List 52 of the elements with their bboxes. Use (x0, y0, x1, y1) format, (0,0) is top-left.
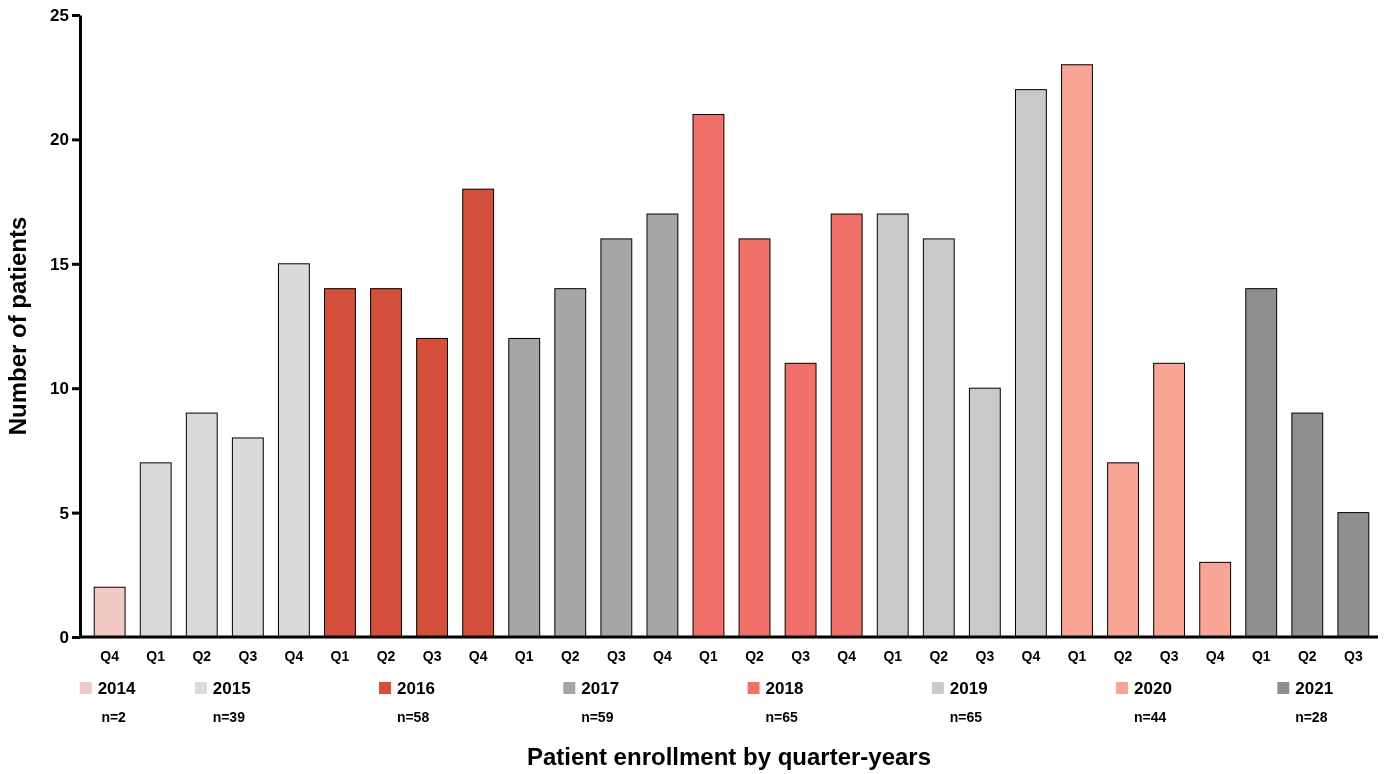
y-tick-label: 5 (59, 503, 69, 523)
legend-label: 2017 (581, 679, 620, 698)
text: n=59 (581, 709, 614, 725)
x-tick-label: Q1 (883, 647, 903, 664)
x-tick-label: Q2 (376, 647, 396, 664)
x-tick-label: Q1 (1251, 647, 1271, 664)
text: n=65 (949, 709, 983, 725)
legend-label: 2018 (765, 679, 804, 698)
x-tick-label: Q1 (514, 647, 534, 664)
y-tick-label: 10 (50, 379, 69, 399)
x-tick-label: Q2 (192, 647, 212, 664)
y-tick-label: 15 (50, 254, 69, 274)
x-tick-label: Q3 (975, 647, 995, 664)
x-tick-label: Q1 (146, 647, 166, 664)
y-tick-label: 20 (50, 130, 69, 150)
legend-label: 2016 (397, 679, 435, 698)
x-tick-label: Q2 (929, 647, 949, 664)
x-tick-label: Q4 (653, 647, 672, 664)
legend-label: 2014 (97, 679, 137, 698)
x-tick-label: Q4 (284, 647, 304, 664)
text: n=65 (765, 709, 798, 725)
x-tick-label: Q4 (837, 647, 857, 664)
x-tick-label: Q3 (238, 647, 258, 664)
x-tick-label: Q3 (422, 647, 442, 664)
text: n=58 (396, 709, 430, 725)
legend-label: 2015 (212, 679, 251, 698)
x-tick-label: Q2 (745, 647, 765, 664)
legend-label: 2019 (949, 679, 988, 698)
text: n=2 (101, 709, 127, 725)
x-tick-label: Q4 (1021, 647, 1041, 664)
y-axis-title: Number of patients (4, 216, 31, 436)
x-tick-label: Q3 (607, 647, 626, 664)
x-tick-label: Q1 (1067, 647, 1087, 664)
legend-label: 2021 (1295, 679, 1334, 698)
text: n=28 (1295, 709, 1328, 725)
x-tick-label: Q3 (1159, 647, 1179, 664)
x-tick-label: Q3 (1344, 647, 1363, 664)
x-tick-label: Q3 (791, 647, 811, 664)
x-tick-label: Q1 (330, 647, 350, 664)
x-tick-label: Q4 (1205, 647, 1225, 664)
x-tick-label: Q4 (100, 647, 120, 664)
text: n=39 (212, 709, 246, 725)
x-tick-label: Q2 (560, 647, 580, 664)
y-tick-label: 0 (59, 627, 69, 647)
x-tick-label: Q4 (468, 647, 488, 664)
x-axis-title: Patient enrollment by quarter-years (526, 743, 932, 770)
x-tick-label: Q2 (1297, 647, 1317, 664)
legend-label: 2020 (1134, 679, 1172, 698)
x-tick-label: Q1 (699, 647, 719, 664)
x-tick-label: Q2 (1113, 647, 1133, 664)
y-tick-label: 25 (50, 5, 69, 25)
text: n=44 (1133, 709, 1167, 725)
